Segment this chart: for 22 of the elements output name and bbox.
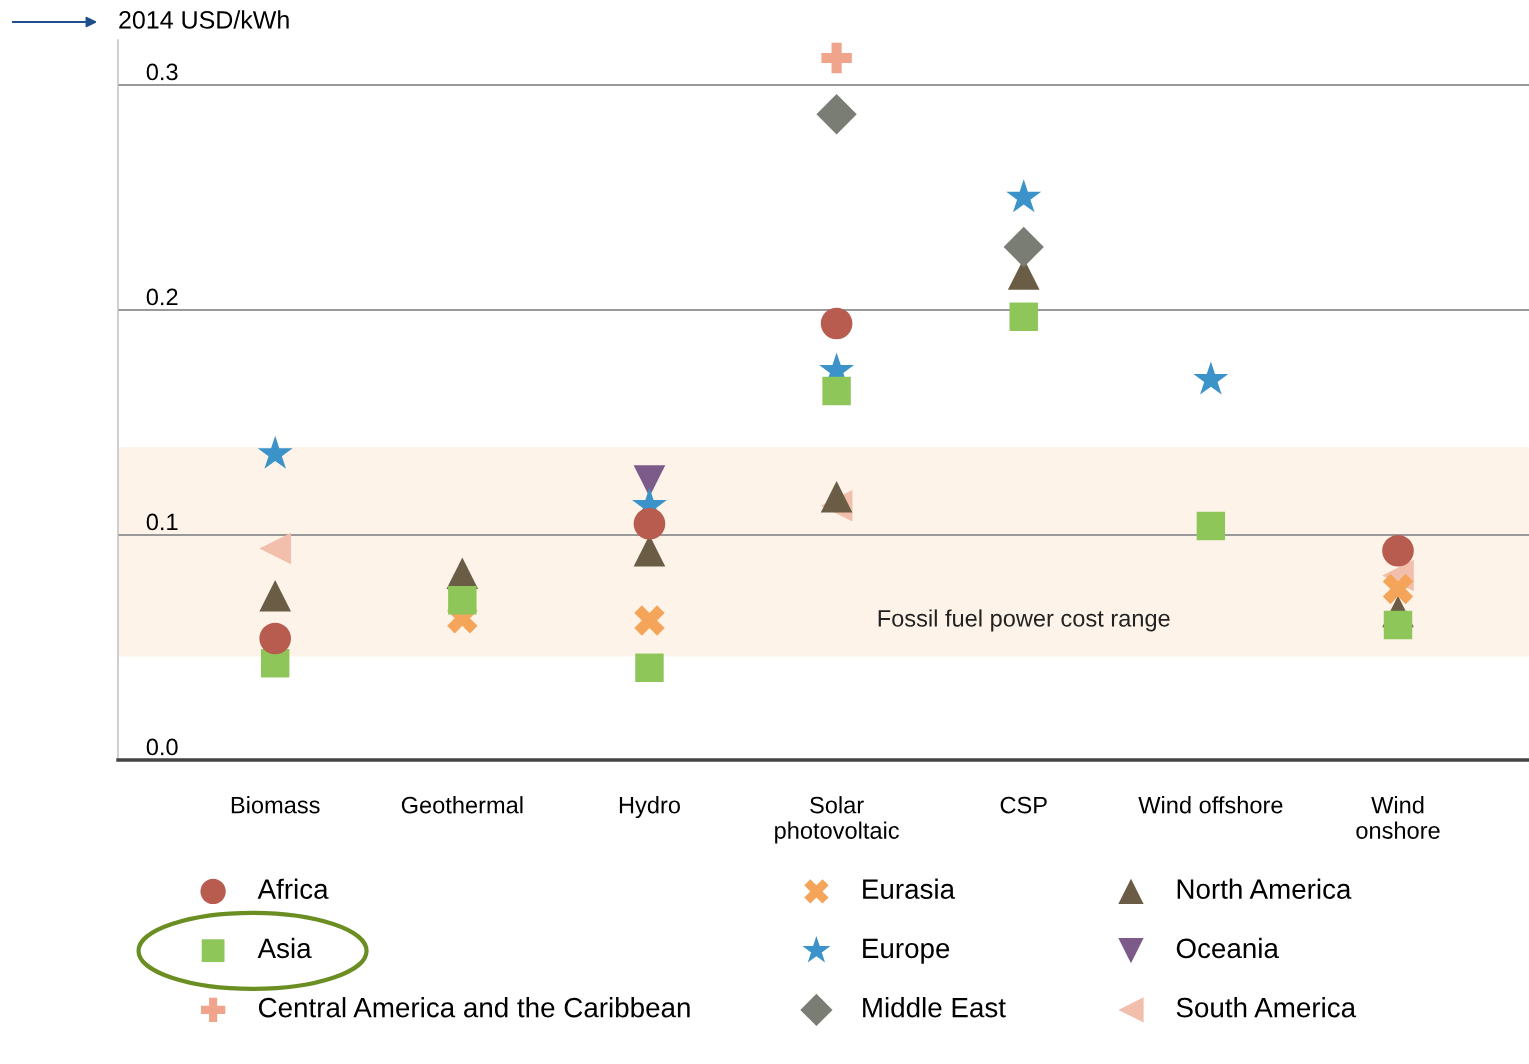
legend-label: Oceania [1176, 937, 1279, 959]
legend-label: South America [1176, 997, 1357, 1018]
y-axis-title: 2014 USD/kWh [119, 10, 289, 29]
x-tick-label: Geothermal [401, 796, 523, 814]
x-tick-label: Biomass [231, 796, 320, 814]
x-tick-label: CSP [1000, 796, 1047, 814]
x-tick-label: Wind onshore [1356, 796, 1440, 839]
legend-label: Europe [863, 938, 950, 964]
x-tick-label: Wind offshore [1138, 796, 1283, 814]
legend-label: Middle East [863, 997, 1006, 1018]
legend-label: Central America and the Caribbean [258, 997, 690, 1018]
legend-label: Asia [257, 937, 312, 959]
legend-label: North America [1177, 878, 1352, 899]
legend-label: Africa [257, 878, 329, 899]
y-tick-label: 0.0 [146, 738, 178, 756]
band-label: Fossil fuel power cost range [878, 609, 1170, 632]
y-tick-label: 0.1 [146, 513, 178, 531]
y-tick-label: 0.3 [146, 63, 178, 81]
legend-label: Eurasia [863, 878, 956, 899]
x-tick-label: Solar photovoltaic [775, 796, 899, 844]
x-tick-label: Hydro [619, 796, 680, 819]
y-tick-label: 0.2 [146, 288, 178, 306]
